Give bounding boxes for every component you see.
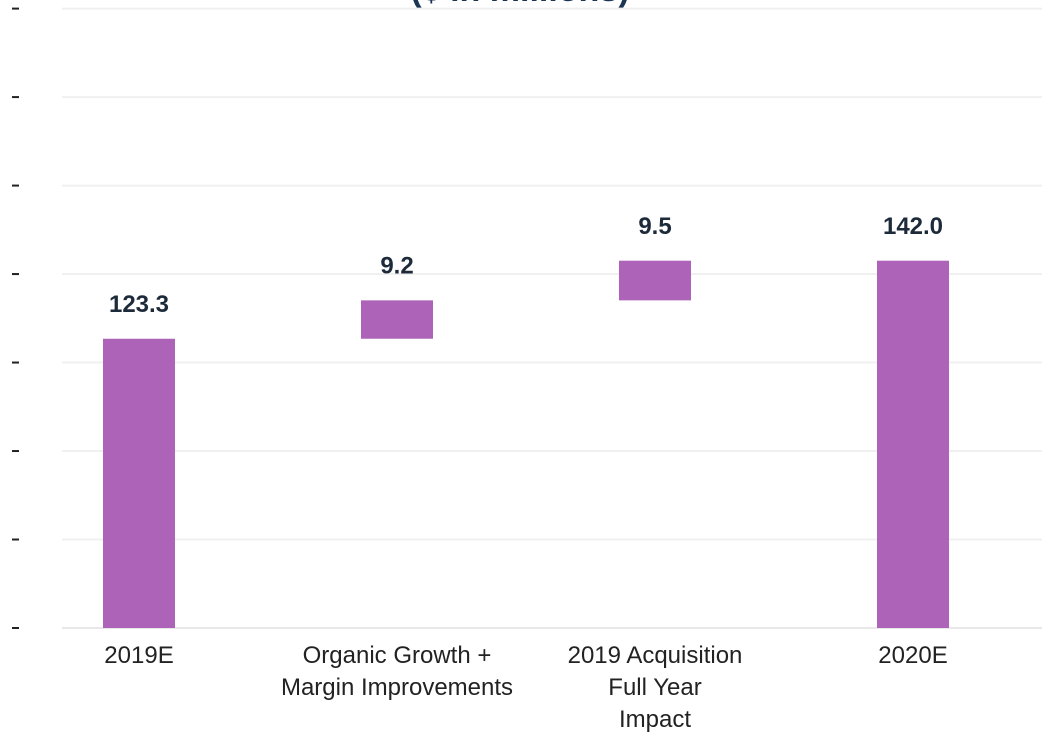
- bar: [877, 260, 949, 628]
- chart-title: ($ in millions): [410, 0, 629, 9]
- data-label: 9.5: [638, 213, 671, 240]
- data-label: 9.2: [380, 253, 413, 280]
- x-tick-label: 2019 Acquisition Full Year Impact: [567, 642, 743, 733]
- bar: [103, 338, 175, 628]
- x-tick-label: Organic Growth + Margin Improvements: [280, 642, 514, 701]
- data-label: 123.3: [109, 291, 169, 318]
- x-tick-label: 2020E: [878, 642, 948, 669]
- x-tick-label: 2019E: [104, 642, 174, 669]
- data-label: 142.0: [883, 213, 943, 240]
- bar: [619, 260, 691, 301]
- bar: [361, 300, 433, 339]
